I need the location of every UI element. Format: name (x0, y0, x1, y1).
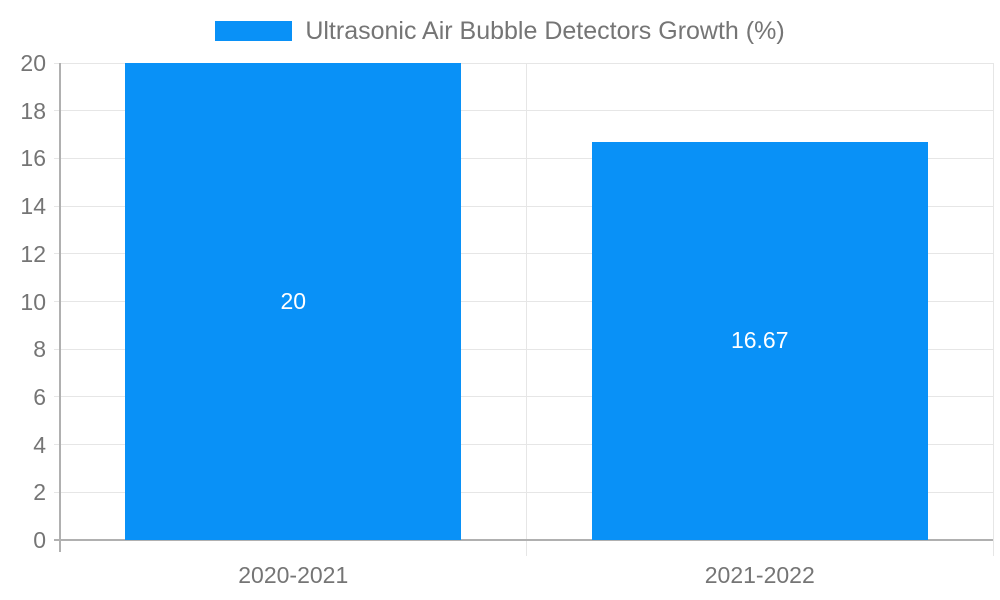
y-axis-tick-label: 6 (33, 383, 46, 410)
y-axis-tick-label: 16 (20, 145, 46, 172)
y-gridline (54, 253, 993, 255)
x-axis-category-label: 2021-2022 (704, 562, 815, 588)
legend-item[interactable]: Ultrasonic Air Bubble Detectors Growth (… (0, 16, 1000, 46)
legend-label: Ultrasonic Air Bubble Detectors Growth (… (305, 16, 785, 45)
bar-2020-2021[interactable] (125, 63, 462, 540)
y-gridline (54, 444, 993, 446)
y-axis-tick-label: 2 (33, 479, 46, 506)
y-gridline (54, 491, 993, 493)
y-gridline (54, 62, 993, 64)
y-axis-tick-label: 20 (20, 50, 46, 76)
legend-swatch (215, 21, 293, 41)
y-gridline (54, 157, 993, 159)
y-axis-tick-label: 0 (33, 527, 46, 553)
y-gridline (54, 396, 993, 398)
y-axis-tick-label: 10 (20, 288, 46, 315)
x-gridline (992, 63, 994, 556)
x-gridline (526, 63, 527, 556)
y-axis-tick-label: 14 (20, 193, 46, 220)
bar-value-label: 16.67 (730, 327, 789, 354)
y-axis-tick-label: 18 (20, 97, 46, 124)
x-axis-category-label: 2020-2021 (238, 562, 349, 588)
x-axis-line (54, 539, 993, 541)
y-gridline (54, 348, 993, 350)
y-axis-line (59, 63, 61, 552)
plot-area: 0 2 4 6 8 10 12 14 16 18 20 20 2020-2021 16.67 2021-20… (20, 50, 994, 588)
y-axis-tick-label: 8 (33, 336, 46, 363)
bar-value-label: 20 (280, 287, 307, 314)
y-gridline (54, 110, 993, 112)
y-gridline (54, 205, 993, 207)
y-axis-tick-label: 12 (20, 240, 46, 267)
bar-2021-2022[interactable] (591, 142, 928, 540)
y-axis-tick-label: 4 (33, 431, 46, 458)
y-gridline (54, 301, 993, 302)
